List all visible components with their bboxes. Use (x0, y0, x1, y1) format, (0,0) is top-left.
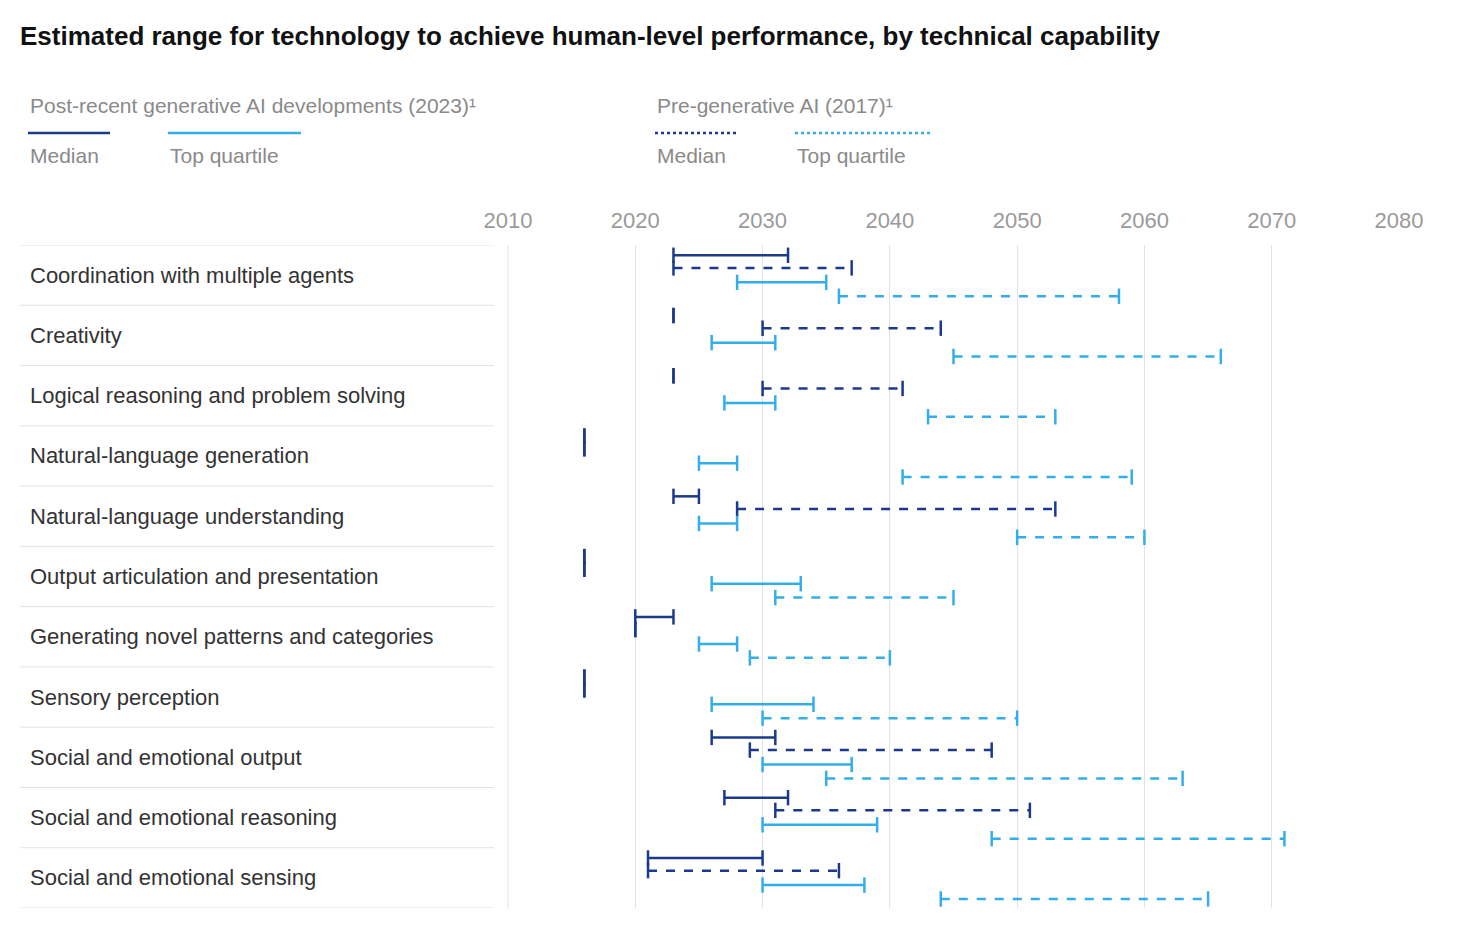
svg-text:Social and emotional reasoning: Social and emotional reasoning (30, 805, 337, 830)
svg-text:2040: 2040 (865, 208, 914, 233)
svg-text:Social and emotional output: Social and emotional output (30, 745, 302, 770)
svg-text:Natural-language generation: Natural-language generation (30, 443, 309, 468)
svg-text:Output articulation and presen: Output articulation and presentation (30, 564, 379, 589)
svg-text:2070: 2070 (1247, 208, 1296, 233)
svg-text:Sensory perception: Sensory perception (30, 685, 220, 710)
svg-text:Post-recent generative AI deve: Post-recent generative AI developments (… (30, 94, 476, 117)
svg-text:2020: 2020 (611, 208, 660, 233)
svg-text:Top quartile: Top quartile (170, 144, 279, 167)
svg-text:2010: 2010 (484, 208, 533, 233)
svg-text:2060: 2060 (1120, 208, 1169, 233)
svg-text:Estimated range for technology: Estimated range for technology to achiev… (20, 21, 1161, 51)
svg-text:Median: Median (657, 144, 726, 167)
svg-text:Top quartile: Top quartile (797, 144, 906, 167)
svg-text:Social and emotional sensing: Social and emotional sensing (30, 865, 316, 890)
svg-text:2050: 2050 (993, 208, 1042, 233)
svg-text:2080: 2080 (1375, 208, 1424, 233)
svg-text:Coordination with multiple age: Coordination with multiple agents (30, 263, 354, 288)
svg-text:2030: 2030 (738, 208, 787, 233)
svg-text:Pre-generative AI (2017)¹: Pre-generative AI (2017)¹ (657, 94, 893, 117)
svg-text:Median: Median (30, 144, 99, 167)
svg-text:Logical reasoning and problem: Logical reasoning and problem solving (30, 383, 405, 408)
svg-text:Creativity: Creativity (30, 323, 122, 348)
svg-text:Generating novel patterns and: Generating novel patterns and categories (30, 624, 434, 649)
svg-text:Natural-language understanding: Natural-language understanding (30, 504, 344, 529)
